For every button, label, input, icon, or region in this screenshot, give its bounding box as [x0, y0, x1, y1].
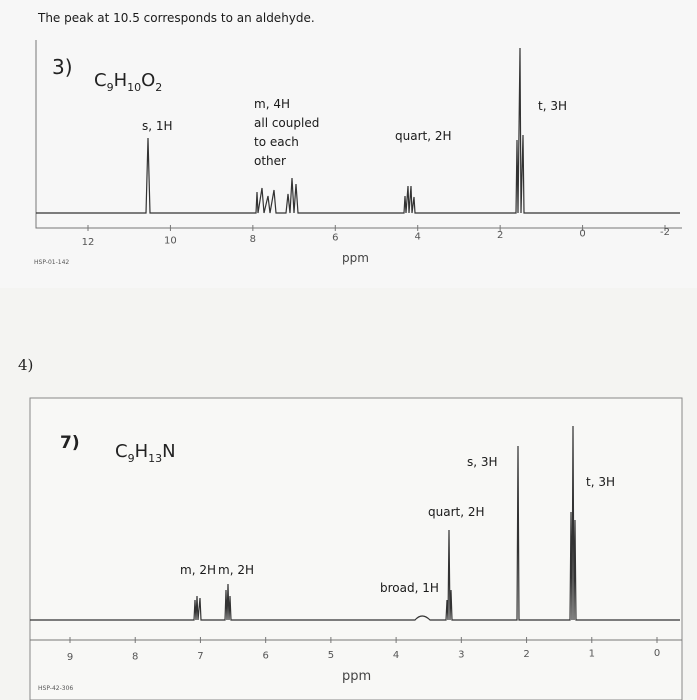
peak-label: broad, 1H [380, 581, 439, 595]
frame [35, 40, 682, 229]
f: 10 [127, 81, 141, 94]
peak-label: t, 3H [538, 99, 567, 113]
tick-label: -2 [660, 227, 670, 238]
f: H [114, 70, 128, 91]
f: 9 [107, 81, 114, 94]
peak-label: to each [254, 135, 299, 149]
ticks: 12 10 8 6 4 2 0 -2 [82, 225, 670, 248]
tick-label: 4 [393, 650, 399, 661]
peak-label: m, 2H [218, 563, 254, 577]
tick-label: 10 [164, 236, 177, 247]
tick-label: 5 [328, 650, 334, 661]
tick-label: 6 [262, 651, 268, 662]
peak-label: other [254, 154, 286, 168]
peak-label: m, 4H [254, 97, 290, 111]
peak-label: m, 2H [180, 563, 216, 577]
question: 4) [18, 356, 33, 374]
frame [29, 397, 683, 700]
tick-label: 8 [132, 652, 138, 663]
tick-label: 0 [579, 228, 585, 239]
trace [30, 425, 680, 621]
code: HSP-01-142 [34, 259, 69, 266]
f: 13 [148, 452, 162, 465]
number: 3) [52, 55, 73, 79]
trace [36, 47, 680, 214]
spectrum-b: 7) C9H13N s, 3H t, 3H quart, 2H m, 2H m,… [29, 397, 683, 700]
peak-label: quart, 2H [428, 505, 485, 519]
peak-label: all coupled [254, 116, 319, 130]
tick-label: 1 [589, 648, 595, 659]
tick-label: 12 [82, 237, 95, 248]
f: O [141, 70, 155, 91]
code: HSP-42-306 [38, 685, 73, 692]
tick-label: 8 [250, 234, 256, 245]
f: C [94, 70, 107, 91]
formula: C9H13N [115, 441, 176, 465]
tick-label: 2 [523, 649, 529, 660]
ticks: 9 8 7 6 5 4 3 2 1 0 [67, 637, 660, 663]
note: The peak at 10.5 corresponds to an aldeh… [37, 11, 315, 25]
tick-label: 2 [497, 230, 503, 241]
f: N [162, 441, 175, 462]
tick-label: 7 [197, 651, 203, 662]
f: H [135, 441, 149, 462]
peak-label: s, 3H [467, 455, 498, 469]
number: 7) [60, 433, 80, 453]
tick-label: 3 [458, 649, 464, 660]
axis-label: ppm [342, 251, 369, 265]
peak-label: quart, 2H [395, 129, 452, 143]
spectrum-a: 3) C9H10O2 s, 1H m, 4H all coupled to ea… [34, 40, 682, 266]
formula: C9H10O2 [94, 70, 162, 94]
tick-label: 4 [415, 231, 421, 242]
axis-label: ppm [342, 669, 371, 684]
tick-label: 6 [332, 233, 338, 244]
peak-label: s, 1H [142, 119, 173, 133]
top-sheet [0, 0, 697, 288]
tick-label: 0 [654, 648, 660, 659]
peak-label: t, 3H [586, 475, 615, 489]
f: C [115, 441, 128, 462]
f: 2 [155, 81, 162, 94]
tick-label: 9 [67, 652, 73, 663]
f: 9 [128, 452, 135, 465]
